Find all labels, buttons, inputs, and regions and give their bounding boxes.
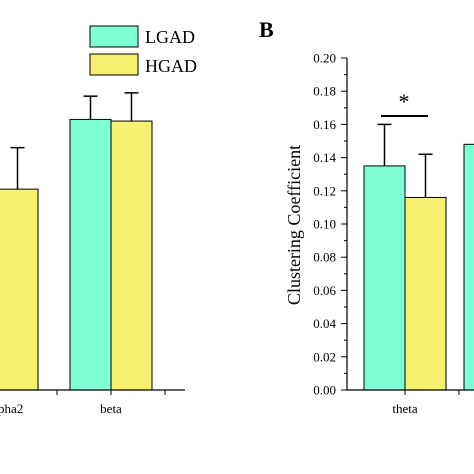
y-tick-label-10: 0.20 bbox=[313, 51, 336, 66]
significance-marker: * bbox=[399, 89, 410, 114]
legend-swatch-lgad bbox=[89, 25, 139, 48]
left-category-label-1: beta bbox=[100, 401, 122, 416]
panel-letter-b: B bbox=[259, 17, 274, 42]
y-tick-label-0: 0.00 bbox=[313, 383, 336, 398]
y-axis-title: Clustering Coefficient bbox=[284, 145, 304, 305]
y-tick-label-2: 0.04 bbox=[313, 316, 336, 331]
y-tick-label-7: 0.14 bbox=[313, 150, 336, 165]
legend-label-lgad: LGAD bbox=[145, 27, 195, 47]
y-tick-label-1: 0.02 bbox=[313, 349, 336, 364]
y-tick-label-5: 0.10 bbox=[313, 217, 336, 232]
left-panel: pha2 beta bbox=[0, 92, 185, 416]
right-bar-lgad-0 bbox=[363, 165, 406, 391]
left-bar-hgad-0 bbox=[0, 188, 39, 391]
left-bar-lgad-1 bbox=[69, 118, 112, 391]
left-category-label-0: pha2 bbox=[0, 401, 23, 416]
legend: LGAD HGAD bbox=[89, 25, 197, 76]
y-tick-label-4: 0.08 bbox=[313, 250, 336, 265]
y-tick-label-6: 0.12 bbox=[313, 183, 336, 198]
left-bar-hgad-1 bbox=[110, 120, 153, 391]
legend-swatch-hgad bbox=[89, 53, 139, 76]
right-category-label-0: theta bbox=[392, 401, 417, 416]
legend-label-hgad: HGAD bbox=[145, 56, 197, 76]
y-tick-label-8: 0.16 bbox=[313, 117, 336, 132]
y-tick-label-9: 0.18 bbox=[313, 84, 336, 99]
y-tick-label-3: 0.06 bbox=[313, 283, 336, 298]
right-bar-lgad-1 bbox=[463, 143, 474, 391]
right-bar-hgad-0 bbox=[404, 196, 447, 391]
right-panel: B Clustering Coefficient 0.00 0.02 0.04 0.0… bbox=[259, 17, 474, 416]
